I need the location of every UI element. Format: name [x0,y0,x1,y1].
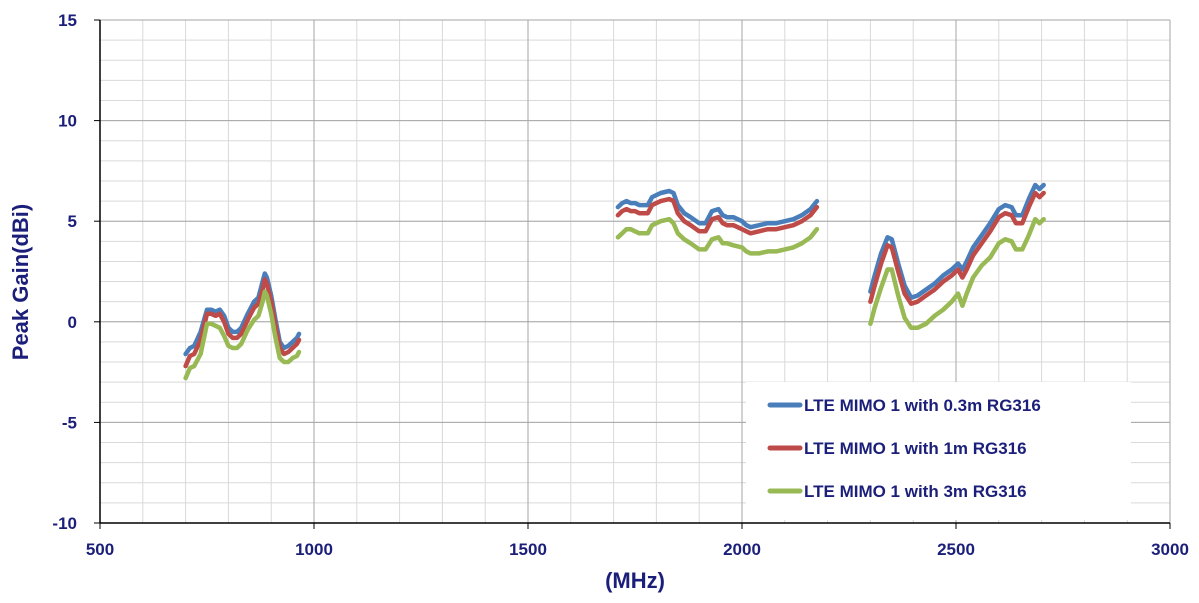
y-tick-label: -5 [62,413,77,432]
y-axis-title: Peak Gain(dBi) [8,204,33,360]
y-tick-label: 10 [58,112,77,131]
x-tick-label: 2500 [937,540,975,559]
x-tick-label: 1000 [295,540,333,559]
x-axis-title: (MHz) [605,568,665,593]
legend-label-3: LTE MIMO 1 with 3m RG316 [804,482,1027,501]
x-tick-label: 3000 [1151,540,1189,559]
y-tick-label: 0 [68,313,77,332]
y-tick-label: -10 [52,514,77,533]
y-tick-label: 15 [58,11,77,30]
series-line-3-segment-2 [618,219,817,253]
x-tick-label: 2000 [723,540,761,559]
legend-label-1: LTE MIMO 1 with 0.3m RG316 [804,396,1041,415]
x-tick-label: 1500 [509,540,547,559]
legend: LTE MIMO 1 with 0.3m RG316 LTE MIMO 1 wit… [746,382,1131,520]
y-tick-label: 5 [68,212,77,231]
legend-label-2: LTE MIMO 1 with 1m RG316 [804,439,1027,458]
x-tick-label: 500 [86,540,114,559]
